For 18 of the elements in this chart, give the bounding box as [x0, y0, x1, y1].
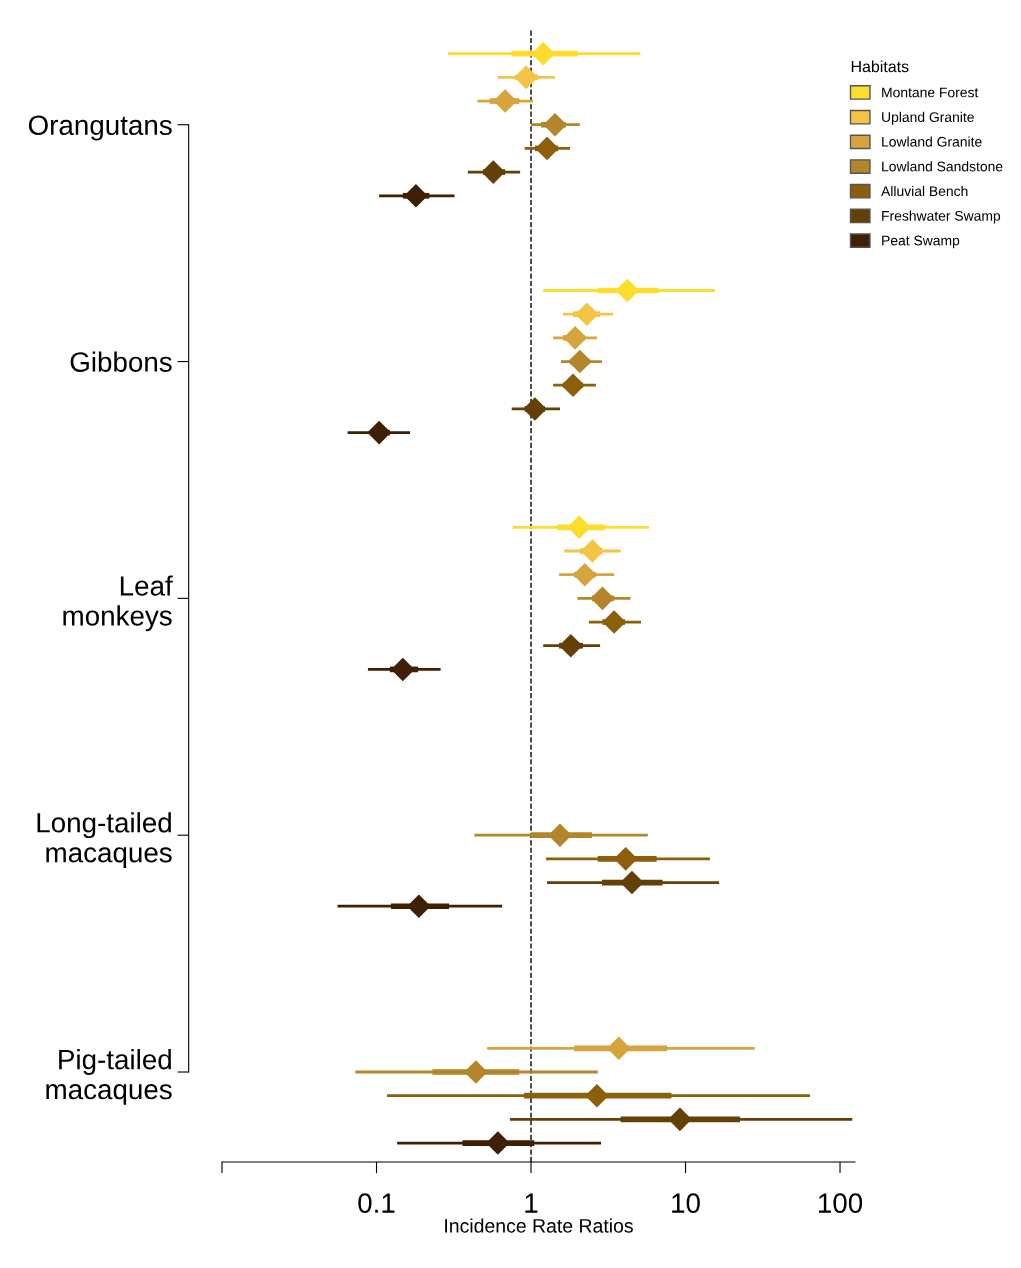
x-tick-label: 1	[525, 1193, 538, 1213]
x-tick-label: 0.1	[358, 1193, 395, 1213]
y-tick-label: Orangutans	[28, 115, 172, 141]
x-tick-label: 100	[818, 1193, 863, 1213]
legend-label: Peat Swamp	[882, 235, 960, 249]
x-tick-label: 10	[672, 1193, 700, 1213]
y-tick-label: Gibbons	[70, 351, 172, 372]
legend-label: Lowland Sandstone	[882, 161, 1003, 172]
y-tick-label: Long-tailed macaques	[37, 812, 172, 868]
y-tick-label: Leaf monkeys	[63, 575, 173, 632]
legend-label: Freshwater Swamp	[882, 210, 1001, 224]
legend-label: Montane Forest	[882, 87, 979, 98]
x-axis-title: Incidence Rate Ratios	[445, 1218, 633, 1233]
legend-title: Habitats	[851, 60, 909, 73]
legend-label: Alluvial Bench	[881, 185, 968, 197]
y-tick-label: Pig-tailed macaques	[46, 1049, 172, 1105]
legend-label: Upland Granite	[882, 111, 974, 125]
legend-label: Lowland Granite	[882, 136, 982, 147]
